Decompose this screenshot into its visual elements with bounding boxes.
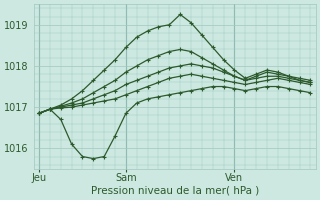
X-axis label: Pression niveau de la mer( hPa ): Pression niveau de la mer( hPa ) xyxy=(91,186,259,196)
